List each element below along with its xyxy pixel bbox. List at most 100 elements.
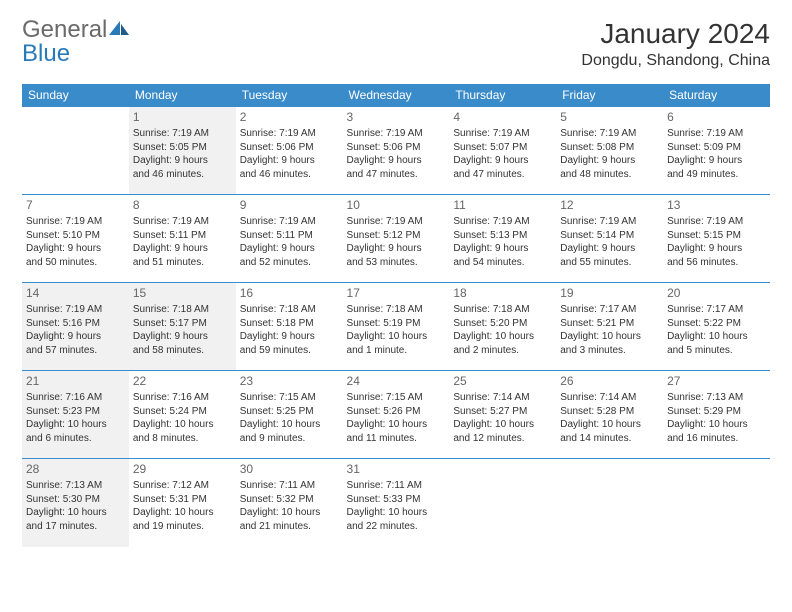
day-info-line: Sunset: 5:11 PM [240,229,339,243]
day-number: 23 [240,373,339,389]
day-number: 19 [560,285,659,301]
day-info-line: Sunset: 5:24 PM [133,405,232,419]
calendar-day-cell: 23Sunrise: 7:15 AMSunset: 5:25 PMDayligh… [236,371,343,459]
day-info-line: Sunrise: 7:14 AM [560,391,659,405]
day-info-line: and 51 minutes. [133,256,232,270]
brand-logo: GeneralBlue [22,18,131,66]
day-info-line: Sunset: 5:25 PM [240,405,339,419]
calendar-day-cell: 27Sunrise: 7:13 AMSunset: 5:29 PMDayligh… [663,371,770,459]
day-info-line: Daylight: 10 hours [453,330,552,344]
day-info-line: Daylight: 10 hours [133,506,232,520]
day-number: 30 [240,461,339,477]
calendar-day-cell: 20Sunrise: 7:17 AMSunset: 5:22 PMDayligh… [663,283,770,371]
calendar-day-cell: 30Sunrise: 7:11 AMSunset: 5:32 PMDayligh… [236,459,343,547]
day-info-line: Sunrise: 7:19 AM [667,127,766,141]
day-info-line: Daylight: 9 hours [26,330,125,344]
day-info-line: Sunset: 5:05 PM [133,141,232,155]
day-info-line: Sunset: 5:07 PM [453,141,552,155]
day-info-line: Daylight: 9 hours [240,330,339,344]
day-info-line: Sunset: 5:19 PM [347,317,446,331]
calendar-day-cell [556,459,663,547]
weekday-header: Friday [556,84,663,107]
day-info-line: Sunset: 5:18 PM [240,317,339,331]
day-number: 9 [240,197,339,213]
day-info-line: Sunrise: 7:19 AM [133,127,232,141]
day-info-line: Sunrise: 7:15 AM [240,391,339,405]
calendar-day-cell: 24Sunrise: 7:15 AMSunset: 5:26 PMDayligh… [343,371,450,459]
calendar-day-cell: 1Sunrise: 7:19 AMSunset: 5:05 PMDaylight… [129,107,236,195]
day-info-line: Sunset: 5:14 PM [560,229,659,243]
day-info-line: Daylight: 9 hours [133,242,232,256]
day-info-line: Sunrise: 7:17 AM [560,303,659,317]
day-info-line: Sunset: 5:10 PM [26,229,125,243]
day-info-line: and 22 minutes. [347,520,446,534]
day-info-line: and 5 minutes. [667,344,766,358]
weekday-header: Sunday [22,84,129,107]
day-number: 27 [667,373,766,389]
weekday-header: Wednesday [343,84,450,107]
calendar-day-cell: 4Sunrise: 7:19 AMSunset: 5:07 PMDaylight… [449,107,556,195]
day-info-line: Daylight: 9 hours [667,242,766,256]
day-info-line: Sunset: 5:15 PM [667,229,766,243]
day-number: 18 [453,285,552,301]
day-info-line: Daylight: 9 hours [453,154,552,168]
day-info-line: Daylight: 9 hours [560,154,659,168]
day-info-line: Daylight: 10 hours [26,418,125,432]
day-info-line: Sunrise: 7:19 AM [26,303,125,317]
day-info-line: Sunrise: 7:19 AM [347,127,446,141]
calendar-day-cell [449,459,556,547]
calendar-week-row: 1Sunrise: 7:19 AMSunset: 5:05 PMDaylight… [22,107,770,195]
calendar-day-cell: 31Sunrise: 7:11 AMSunset: 5:33 PMDayligh… [343,459,450,547]
day-info-line: Sunrise: 7:17 AM [667,303,766,317]
day-info-line: and 57 minutes. [26,344,125,358]
day-info-line: Daylight: 10 hours [347,330,446,344]
day-info-line: Sunset: 5:26 PM [347,405,446,419]
day-info-line: Sunrise: 7:18 AM [453,303,552,317]
brand-part2: Blue [22,40,70,67]
day-number: 6 [667,109,766,125]
day-info-line: and 2 minutes. [453,344,552,358]
day-number: 10 [347,197,446,213]
calendar-day-cell: 5Sunrise: 7:19 AMSunset: 5:08 PMDaylight… [556,107,663,195]
day-info-line: Sunset: 5:09 PM [667,141,766,155]
day-info-line: Sunset: 5:06 PM [347,141,446,155]
day-info-line: and 50 minutes. [26,256,125,270]
day-number: 12 [560,197,659,213]
calendar-day-cell: 3Sunrise: 7:19 AMSunset: 5:06 PMDaylight… [343,107,450,195]
weekday-header-row: SundayMondayTuesdayWednesdayThursdayFrid… [22,84,770,107]
calendar-day-cell: 7Sunrise: 7:19 AMSunset: 5:10 PMDaylight… [22,195,129,283]
day-info-line: Sunset: 5:33 PM [347,493,446,507]
day-info-line: Daylight: 9 hours [240,242,339,256]
day-number: 20 [667,285,766,301]
day-info-line: and 11 minutes. [347,432,446,446]
calendar-week-row: 14Sunrise: 7:19 AMSunset: 5:16 PMDayligh… [22,283,770,371]
month-title: January 2024 [581,18,770,50]
day-info-line: Sunset: 5:29 PM [667,405,766,419]
calendar-day-cell [22,107,129,195]
day-info-line: Daylight: 10 hours [453,418,552,432]
calendar-day-cell: 16Sunrise: 7:18 AMSunset: 5:18 PMDayligh… [236,283,343,371]
day-info-line: Sunrise: 7:13 AM [667,391,766,405]
day-number: 3 [347,109,446,125]
calendar-week-row: 7Sunrise: 7:19 AMSunset: 5:10 PMDaylight… [22,195,770,283]
day-number: 28 [26,461,125,477]
day-info-line: Sunset: 5:22 PM [667,317,766,331]
day-info-line: Sunrise: 7:19 AM [453,127,552,141]
day-info-line: Daylight: 10 hours [560,418,659,432]
day-info-line: and 3 minutes. [560,344,659,358]
title-block: January 2024 Dongdu, Shandong, China [581,18,770,70]
day-info-line: Sunset: 5:30 PM [26,493,125,507]
day-info-line: Sunrise: 7:18 AM [133,303,232,317]
day-info-line: Sunset: 5:32 PM [240,493,339,507]
day-number: 21 [26,373,125,389]
day-info-line: Sunset: 5:20 PM [453,317,552,331]
day-info-line: Daylight: 10 hours [26,506,125,520]
calendar-day-cell: 19Sunrise: 7:17 AMSunset: 5:21 PMDayligh… [556,283,663,371]
day-info-line: and 1 minute. [347,344,446,358]
location-text: Dongdu, Shandong, China [581,52,770,70]
day-info-line: Sunrise: 7:11 AM [240,479,339,493]
day-info-line: and 47 minutes. [453,168,552,182]
day-info-line: Sunrise: 7:13 AM [26,479,125,493]
day-info-line: Daylight: 9 hours [453,242,552,256]
calendar-day-cell: 8Sunrise: 7:19 AMSunset: 5:11 PMDaylight… [129,195,236,283]
